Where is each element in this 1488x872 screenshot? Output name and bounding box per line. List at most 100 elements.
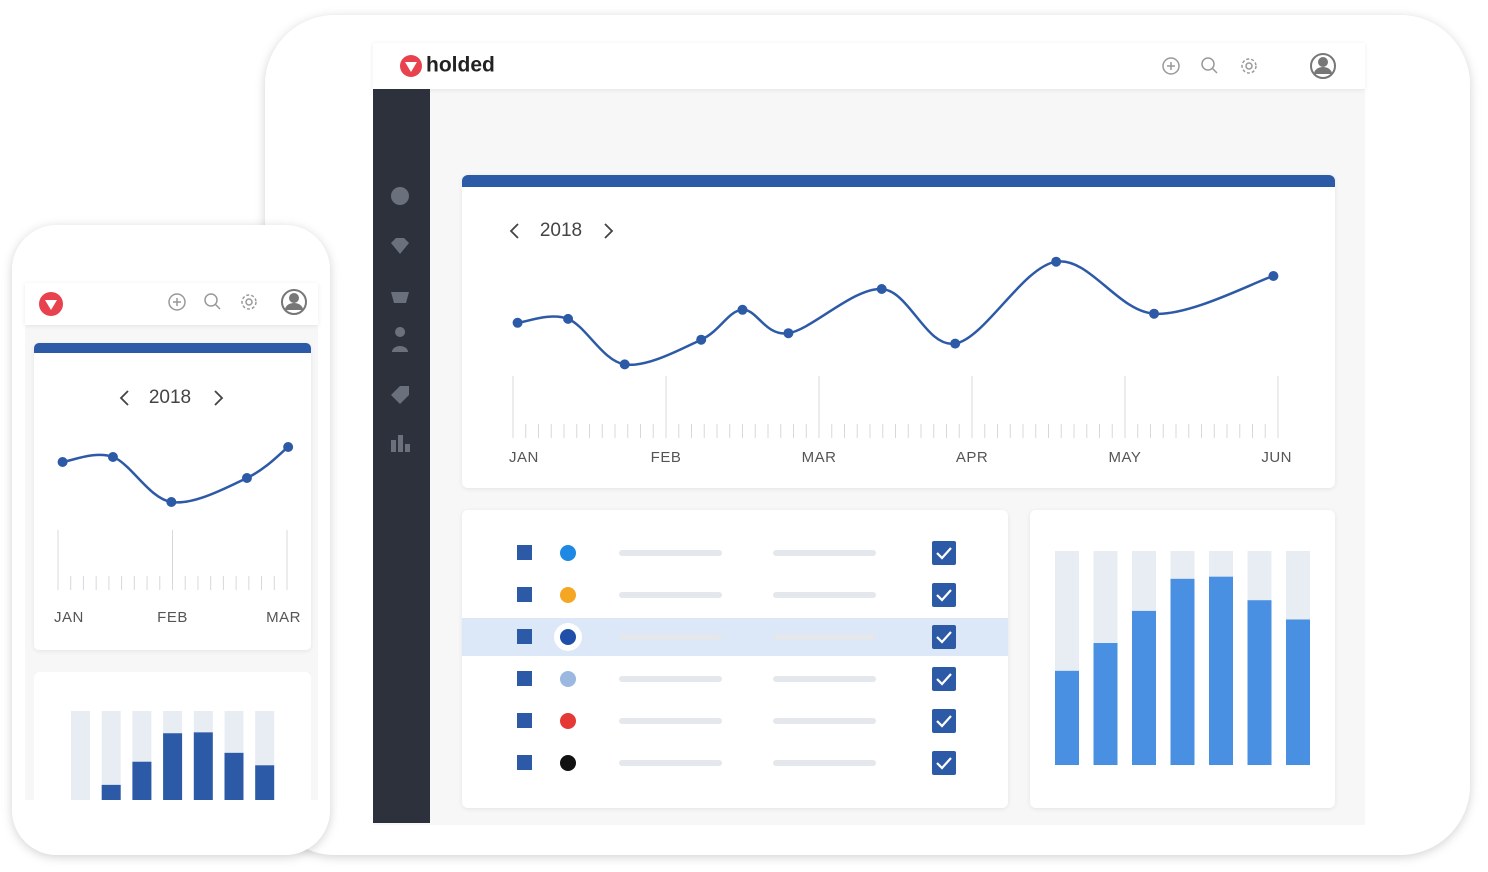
- avatar[interactable]: [281, 289, 307, 315]
- bar: [1055, 670, 1079, 765]
- logo-text: holded: [426, 54, 495, 77]
- checkmark: [936, 631, 952, 644]
- checkbox[interactable]: [932, 625, 956, 649]
- point: [107, 452, 118, 462]
- row-marker: [517, 629, 532, 644]
- nav-basket[interactable]: [391, 292, 409, 303]
- checkmark: [936, 673, 952, 686]
- bar-track: [71, 711, 90, 800]
- placeholder-text: [619, 676, 722, 682]
- checkbox-box: [932, 667, 956, 691]
- tablet: holded 2018 JAN FEB MAR APR MAY JUN: [265, 15, 1470, 855]
- month-label: MAR: [802, 449, 837, 466]
- point: [563, 313, 574, 324]
- row-marker: [517, 713, 532, 728]
- point: [1149, 308, 1160, 319]
- placeholder-text: [773, 592, 876, 598]
- placeholder-text: [773, 676, 876, 682]
- line-card: [462, 175, 1335, 488]
- add-button[interactable]: [168, 293, 186, 311]
- settings-button[interactable]: [241, 294, 257, 310]
- nav-contacts[interactable]: [392, 327, 408, 352]
- placeholder-text: [773, 634, 876, 640]
- bar: [1132, 610, 1156, 765]
- bar: [132, 761, 152, 800]
- bar: [1170, 578, 1195, 765]
- year-nav[interactable]: [119, 390, 224, 406]
- placeholder-text: [619, 592, 722, 598]
- bar: [224, 752, 244, 800]
- company-logo-mark: [560, 629, 576, 645]
- bar: [163, 733, 183, 800]
- card-top-bar: [462, 175, 1335, 187]
- company-logo-mark: [560, 545, 576, 561]
- year: 2018: [149, 387, 191, 408]
- checkbox-box: [932, 583, 956, 607]
- bar: [193, 732, 213, 800]
- sidebar: [373, 89, 430, 823]
- checkbox-box: [932, 625, 956, 649]
- placeholder-text: [773, 760, 876, 766]
- nav-dashboard[interactable]: [391, 187, 409, 205]
- checkmark: [936, 715, 952, 728]
- point: [1268, 271, 1279, 281]
- bar: [101, 784, 121, 800]
- checkbox[interactable]: [932, 709, 956, 733]
- placeholder-text: [773, 550, 876, 556]
- month-label: JAN: [509, 449, 539, 466]
- nav-reports[interactable]: [391, 435, 410, 452]
- checkmark: [936, 547, 952, 560]
- month-label: FEB: [651, 449, 682, 466]
- row-marker: [517, 545, 532, 560]
- year: 2018: [540, 220, 582, 241]
- search-button[interactable]: [1201, 57, 1218, 74]
- header: [373, 43, 1365, 89]
- point: [876, 284, 887, 294]
- checkbox[interactable]: [932, 583, 956, 607]
- placeholder-text: [619, 718, 722, 724]
- point: [57, 457, 68, 467]
- row-marker: [517, 755, 532, 770]
- selected-row: [462, 618, 1008, 656]
- phone-line-card: [34, 343, 311, 650]
- month-label: JUN: [1261, 449, 1292, 466]
- checkbox-box: [932, 751, 956, 775]
- point: [783, 328, 794, 339]
- point: [512, 317, 523, 328]
- add-button[interactable]: [1162, 57, 1180, 75]
- nav-gem[interactable]: [391, 238, 409, 254]
- point: [619, 359, 630, 370]
- bar-track: [101, 711, 121, 800]
- checkbox-box: [932, 709, 956, 733]
- checkbox[interactable]: [932, 541, 956, 565]
- bar: [1093, 643, 1118, 765]
- checkbox[interactable]: [932, 667, 956, 691]
- bar: [1286, 619, 1310, 765]
- row-marker: [517, 671, 532, 686]
- placeholder-text: [619, 550, 722, 556]
- point: [166, 497, 177, 507]
- point: [241, 473, 252, 483]
- checkmark: [936, 757, 952, 770]
- month-label: JAN: [54, 609, 84, 626]
- bar: [1209, 576, 1233, 765]
- card-top-bar: [34, 343, 311, 353]
- logo-icon: [400, 55, 422, 77]
- settings-button[interactable]: [1241, 58, 1257, 74]
- list-card: [462, 510, 1008, 808]
- avatar[interactable]: [1310, 53, 1336, 79]
- bar: [255, 765, 275, 800]
- nav-tags[interactable]: [391, 386, 409, 404]
- year-nav[interactable]: [509, 223, 614, 239]
- point: [737, 304, 748, 315]
- checkbox[interactable]: [932, 751, 956, 775]
- phone-logo: [39, 292, 63, 316]
- checkmark: [936, 589, 952, 602]
- checkbox-box: [932, 541, 956, 565]
- phone: 2018 JAN FEB MAR: [12, 225, 330, 855]
- company-logo-mark: [560, 671, 576, 687]
- search-button[interactable]: [204, 293, 221, 310]
- month-label: MAR: [266, 609, 301, 626]
- company-logo-mark: [560, 755, 576, 771]
- point: [696, 334, 707, 345]
